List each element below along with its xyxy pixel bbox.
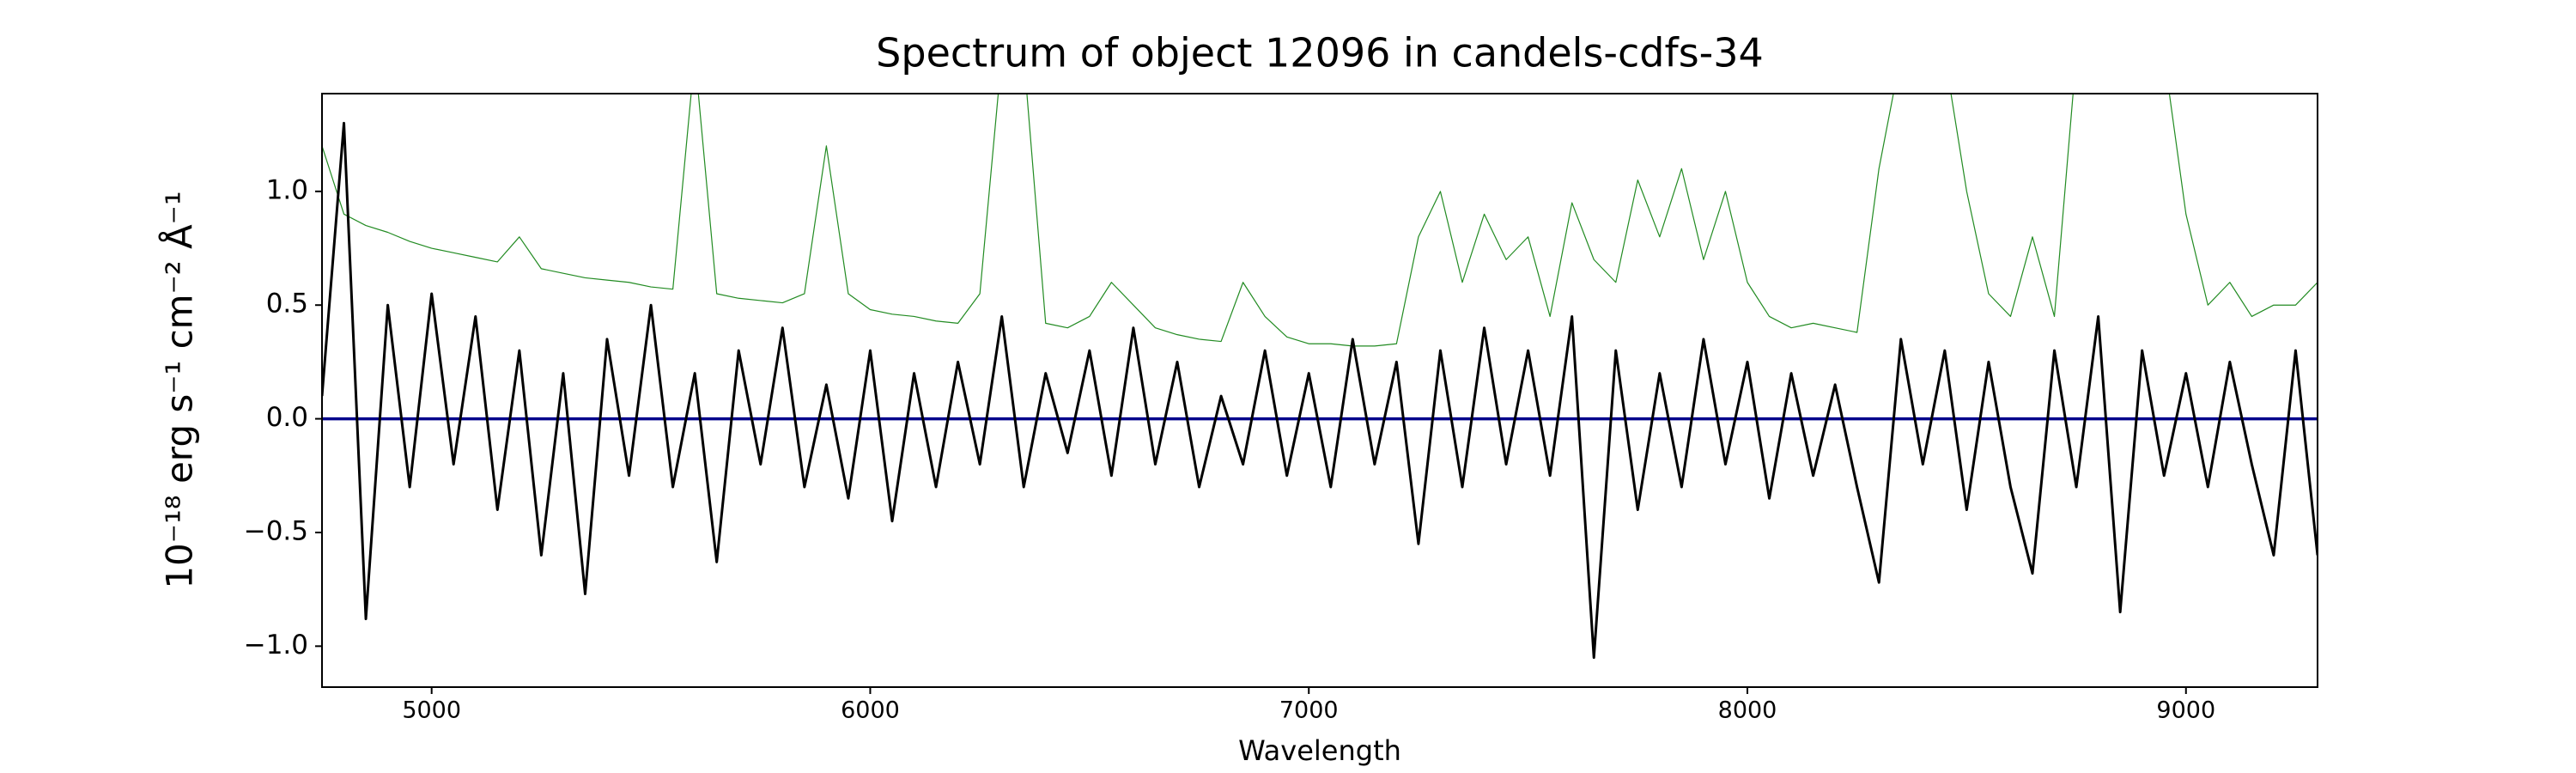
x-tick-label: 8000	[1718, 697, 1777, 724]
x-tick-label: 7000	[1279, 697, 1339, 724]
plot-area	[322, 94, 2318, 660]
y-tick-label: 1.0	[266, 174, 308, 205]
y-tick-label: 0.0	[266, 402, 308, 433]
x-tick-label: 9000	[2156, 697, 2215, 724]
chart-title: Spectrum of object 12096 in candels-cdfs…	[876, 30, 1764, 76]
y-axis-label: 10⁻¹⁸ erg s⁻¹ cm⁻² Å⁻¹	[158, 191, 201, 588]
x-tick-label: 5000	[402, 697, 461, 724]
x-tick-label: 6000	[841, 697, 900, 724]
y-tick-label: −0.5	[244, 515, 308, 546]
y-tick-label: −1.0	[244, 630, 308, 660]
y-tick-label: 0.5	[266, 289, 308, 320]
axes-frame	[321, 93, 2318, 688]
x-axis-label: Wavelength	[1238, 734, 1401, 767]
series-line	[322, 121, 2318, 660]
series-line	[322, 94, 2318, 347]
